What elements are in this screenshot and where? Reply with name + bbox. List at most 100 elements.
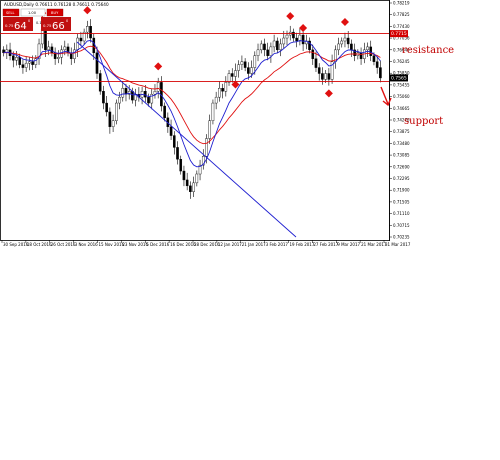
candle-body (105, 102, 108, 113)
resistance-price-tag: 0.7715 (390, 30, 408, 38)
candle-body (118, 96, 121, 104)
candle-body (205, 138, 208, 157)
moving-average-slow[interactable] (3, 45, 381, 145)
y-tick-label: 0.70235 (393, 235, 410, 240)
y-tick-label: 0.77825 (393, 12, 410, 17)
candle-body (63, 46, 67, 51)
y-tick-label: 0.77430 (393, 24, 410, 29)
swing-marker-diamond (324, 89, 333, 98)
candle-body (127, 91, 131, 95)
candle-body (37, 43, 41, 59)
candle-body (182, 170, 186, 181)
y-tick-label: 0.70715 (393, 223, 410, 228)
sell-price-prefix: 0.75 (5, 23, 14, 28)
candle-body (221, 88, 224, 92)
candle-body (247, 67, 250, 74)
spread-value: 0.17 (36, 21, 44, 25)
candle-body (108, 111, 112, 127)
x-tick-label: 31 Mar 2017 (385, 242, 411, 247)
y-tick-label: 0.73480 (393, 141, 410, 146)
candle-body (369, 46, 373, 56)
candle-body (272, 40, 276, 48)
candle-body (163, 105, 166, 119)
trade-panel[interactable]: SELL 1.00 BUY 0.75 64 0 0.17 0.75 66 0 (2, 8, 71, 32)
y-tick-label: 0.75850 (393, 71, 410, 76)
candle-body (86, 26, 89, 33)
swing-marker-diamond (154, 62, 163, 71)
candle-body (102, 91, 105, 104)
y-tick-label: 0.77036 (393, 36, 410, 41)
candle-body (98, 73, 102, 92)
candle-body (327, 73, 331, 80)
candle-body (292, 31, 295, 39)
candle-body (353, 49, 356, 56)
lot-size-value: 1.00 (28, 11, 37, 15)
candle-body (82, 31, 86, 42)
x-tick-label: 27 Feb 2017 (313, 242, 338, 247)
x-tick-label: 15 Nov 2016 (99, 242, 125, 247)
x-tick-label: 16 Dec 2016 (170, 242, 196, 247)
sell-price-box[interactable] (3, 17, 33, 31)
x-tick-label: 18 Oct 2016 (27, 242, 52, 247)
candle-body (208, 120, 212, 139)
candle-body (372, 55, 376, 62)
y-tick-label: 0.76640 (393, 47, 410, 52)
sell-button[interactable] (2, 8, 20, 17)
candle-body (234, 70, 237, 77)
candle-body (282, 37, 286, 45)
candle-body (40, 28, 44, 45)
candle-body (124, 88, 128, 95)
candle-body (195, 173, 199, 184)
candle-body (285, 34, 289, 39)
candle-body (79, 37, 83, 42)
moving-average-fast[interactable] (3, 39, 381, 168)
y-tick-label: 0.72295 (393, 176, 410, 181)
buy-button[interactable] (46, 8, 64, 17)
candle-body (156, 82, 160, 92)
swing-marker-diamond (299, 23, 308, 32)
candle-body (172, 135, 176, 148)
candle-body (308, 40, 311, 51)
candle-body (11, 55, 15, 61)
candle-body (185, 179, 189, 187)
candle-body (279, 43, 282, 51)
candle-body (340, 40, 344, 45)
candle-body (169, 126, 173, 136)
candle-body (153, 91, 157, 95)
candle-body (375, 61, 379, 68)
lot-size-input[interactable] (20, 8, 46, 17)
candle-body (201, 156, 205, 166)
x-tick-label: 23 Nov 2016 (122, 242, 148, 247)
x-tick-label: 19 Feb 2017 (290, 242, 315, 247)
candle-body (311, 49, 315, 59)
candle-body (211, 102, 215, 121)
candle-body (227, 73, 231, 83)
x-tick-label: 3 Nov 2016 (75, 242, 99, 247)
candle-body (250, 67, 253, 74)
swing-marker-diamond (83, 6, 92, 15)
candle-body (379, 67, 382, 79)
swing-marker-diamond (231, 80, 240, 89)
y-tick-label: 0.74270 (393, 118, 410, 123)
y-tick-label: 0.71110 (393, 211, 410, 216)
trend-line[interactable] (76, 41, 297, 238)
candle-body (121, 88, 125, 98)
candle-body (321, 73, 324, 80)
buy-price-box[interactable] (41, 17, 71, 31)
buy-price-fraction: 0 (66, 19, 68, 23)
chart-frame (0, 0, 390, 241)
candle-body (150, 93, 154, 104)
candle-body (350, 43, 353, 51)
candle-body (337, 43, 340, 51)
x-tick-label: 5 Dec 2016 (146, 242, 169, 247)
candle-body (276, 40, 279, 51)
candle-body (73, 49, 76, 59)
candle-body (24, 62, 28, 68)
candle-body (115, 102, 118, 121)
x-tick-label: 30 Sep 2016 (3, 242, 29, 247)
y-tick-label: 0.71505 (393, 199, 410, 204)
down-arrow-icon (380, 86, 392, 107)
candle-body (218, 88, 221, 98)
candle-body (31, 61, 34, 65)
